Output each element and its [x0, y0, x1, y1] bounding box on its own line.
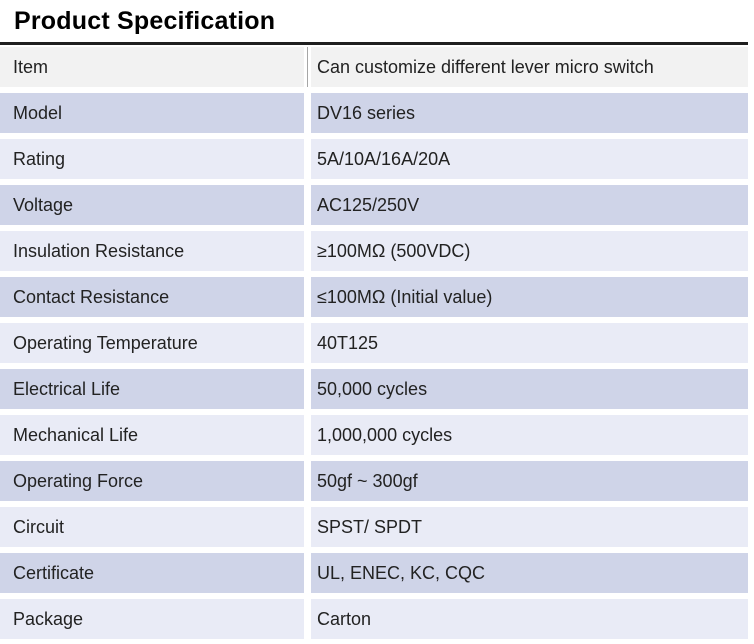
spec-label: Contact Resistance [0, 277, 304, 317]
spec-value: DV16 series [311, 93, 748, 133]
spec-label: Voltage [0, 185, 304, 225]
spec-value: ≥100MΩ (500VDC) [311, 231, 748, 271]
spec-label: Insulation Resistance [0, 231, 304, 271]
spec-row: Operating Force 50gf ~ 300gf [0, 461, 748, 501]
spec-label: Electrical Life [0, 369, 304, 409]
spec-row: Certificate UL, ENEC, KC, CQC [0, 553, 748, 593]
spec-row: Operating Temperature 40T125 [0, 323, 748, 363]
spec-row: Rating 5A/10A/16A/20A [0, 139, 748, 179]
spec-label: Model [0, 93, 304, 133]
spec-label: Package [0, 599, 304, 639]
spec-row: Circuit SPST/ SPDT [0, 507, 748, 547]
spec-value: 50gf ~ 300gf [311, 461, 748, 501]
spec-row: Contact Resistance ≤100MΩ (Initial value… [0, 277, 748, 317]
spec-value: 1,000,000 cycles [311, 415, 748, 455]
spec-value: 50,000 cycles [311, 369, 748, 409]
spec-row: Item Can customize different lever micro… [0, 47, 748, 87]
spec-label: Operating Force [0, 461, 304, 501]
spec-value: 5A/10A/16A/20A [311, 139, 748, 179]
spec-value: SPST/ SPDT [311, 507, 748, 547]
spec-table: Item Can customize different lever micro… [0, 42, 748, 644]
spec-row: Voltage AC125/250V [0, 185, 748, 225]
spec-row: Electrical Life 50,000 cycles [0, 369, 748, 409]
spec-value: AC125/250V [311, 185, 748, 225]
spec-value: 40T125 [311, 323, 748, 363]
spec-row: Mechanical Life 1,000,000 cycles [0, 415, 748, 455]
spec-label: Item [0, 47, 304, 87]
spec-value: Carton [311, 599, 748, 639]
spec-label: Mechanical Life [0, 415, 304, 455]
spec-label: Rating [0, 139, 304, 179]
spec-row: Insulation Resistance ≥100MΩ (500VDC) [0, 231, 748, 271]
page-title: Product Specification [14, 7, 276, 35]
spec-row: Package Carton [0, 599, 748, 639]
spec-value: Can customize different lever micro swit… [311, 47, 748, 87]
spec-value: ≤100MΩ (Initial value) [311, 277, 748, 317]
spec-label: Circuit [0, 507, 304, 547]
spec-value: UL, ENEC, KC, CQC [311, 553, 748, 593]
spec-label: Operating Temperature [0, 323, 304, 363]
spec-row: Model DV16 series [0, 93, 748, 133]
spec-label: Certificate [0, 553, 304, 593]
